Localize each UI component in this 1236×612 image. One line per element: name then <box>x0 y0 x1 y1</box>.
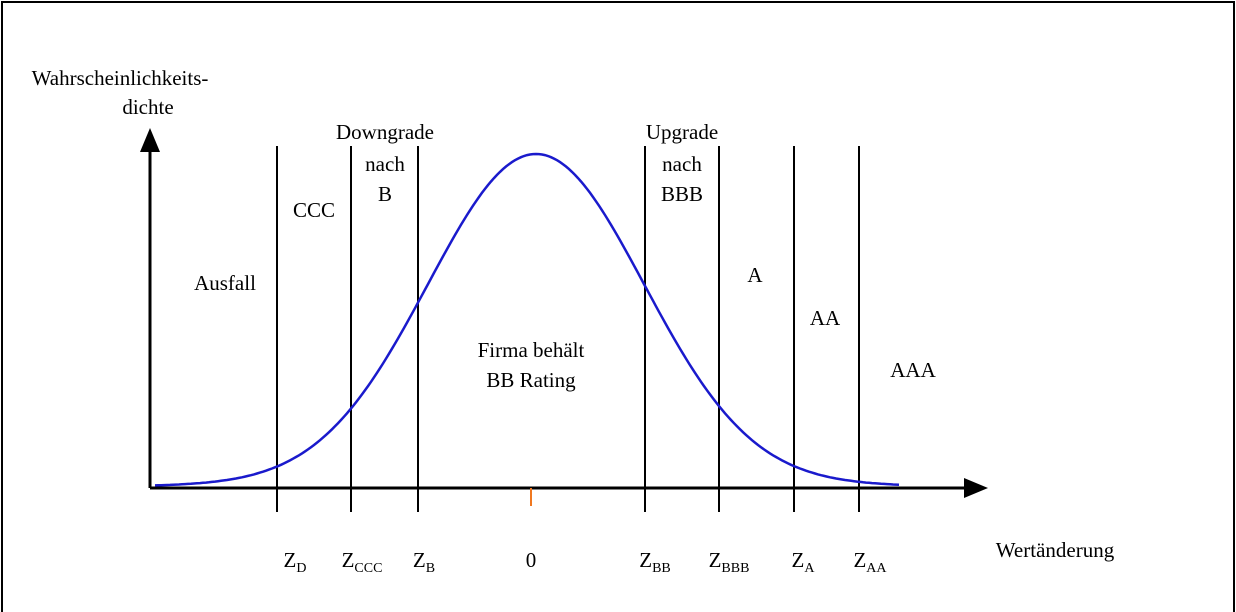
region-label: nach <box>365 152 405 176</box>
region-label: BB Rating <box>486 368 576 392</box>
region-label: Downgrade <box>336 120 434 144</box>
threshold-labels: ZD ZCCC ZB 0 ZBB ZBBB ZA ZAA <box>284 548 888 576</box>
region-label: A <box>747 263 763 287</box>
threshold-subscript: BB <box>652 561 671 576</box>
threshold-symbol: 0 <box>526 548 537 572</box>
density-curve <box>154 152 900 487</box>
threshold-label: ZBBB <box>709 548 750 576</box>
region-label: Firma behält <box>478 338 585 362</box>
y-label: Wahrscheinlichkeits- <box>32 66 209 90</box>
threshold-symbol: Z <box>413 548 426 572</box>
x-label: Wertänderung <box>996 538 1115 562</box>
region-label: AAA <box>890 358 936 382</box>
threshold-subscript: B <box>426 561 435 576</box>
region-label: AA <box>810 306 841 330</box>
region-label: B <box>378 182 392 206</box>
threshold-lines <box>276 146 860 512</box>
region-label: CCC <box>293 198 335 222</box>
region-label: BBB <box>661 182 703 206</box>
threshold-symbol: Z <box>709 548 722 572</box>
y-arrow <box>140 128 160 152</box>
threshold-label: ZB <box>413 548 435 576</box>
threshold-label: ZD <box>284 548 307 576</box>
region-label: Ausfall <box>194 271 256 295</box>
threshold-label: ZBB <box>639 548 671 576</box>
threshold-subscript: D <box>296 561 306 576</box>
threshold-label: ZAA <box>853 548 887 576</box>
region-label: nach <box>662 152 702 176</box>
x-arrow <box>964 478 988 498</box>
threshold-label: ZCCC <box>342 548 383 576</box>
threshold-symbol: Z <box>853 548 866 572</box>
threshold-subscript: A <box>804 561 815 576</box>
region-label: Upgrade <box>646 120 718 144</box>
threshold-label: 0 <box>526 548 537 572</box>
threshold-symbol: Z <box>792 548 805 572</box>
threshold-symbol: Z <box>284 548 297 572</box>
threshold-subscript: AA <box>866 561 887 576</box>
threshold-label: ZA <box>792 548 816 576</box>
y-label: dichte <box>122 95 173 119</box>
threshold-symbol: Z <box>639 548 652 572</box>
threshold-subscript: BBB <box>721 561 749 576</box>
threshold-subscript: CCC <box>354 561 382 576</box>
threshold-symbol: Z <box>342 548 355 572</box>
